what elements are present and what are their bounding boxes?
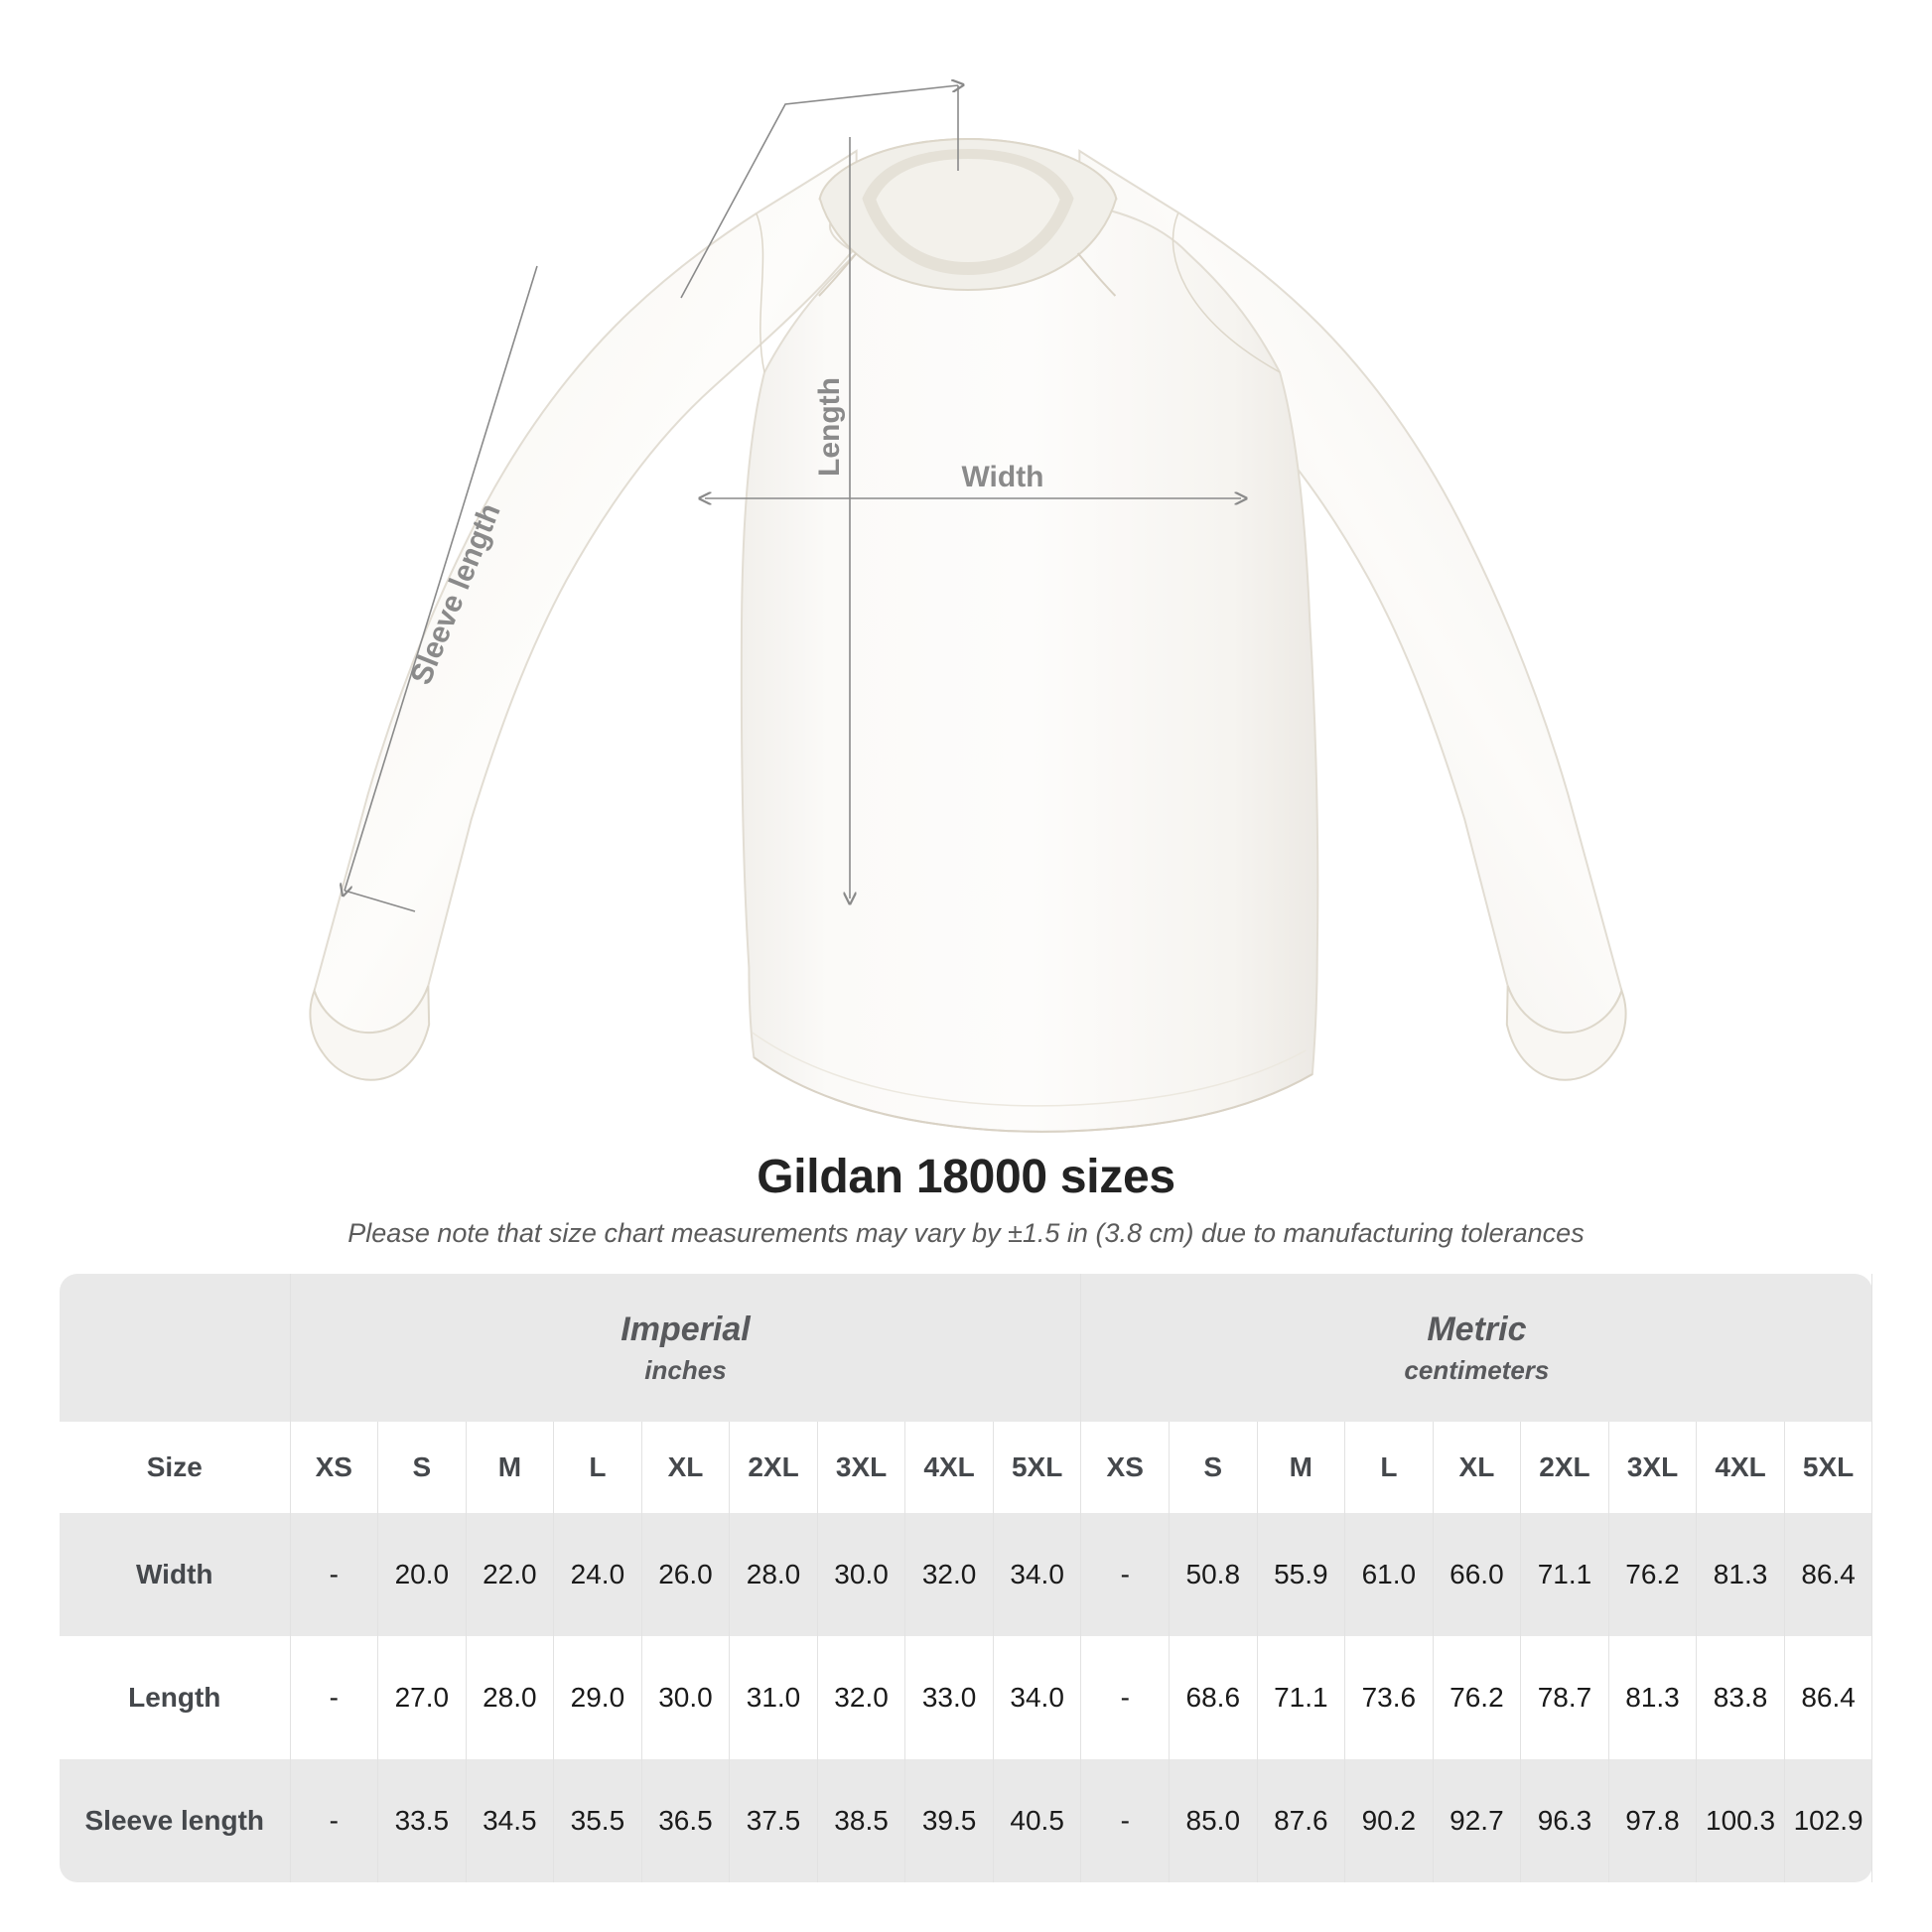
svg-text:Length: Length <box>813 377 846 477</box>
svg-text:Width: Width <box>961 461 1043 493</box>
